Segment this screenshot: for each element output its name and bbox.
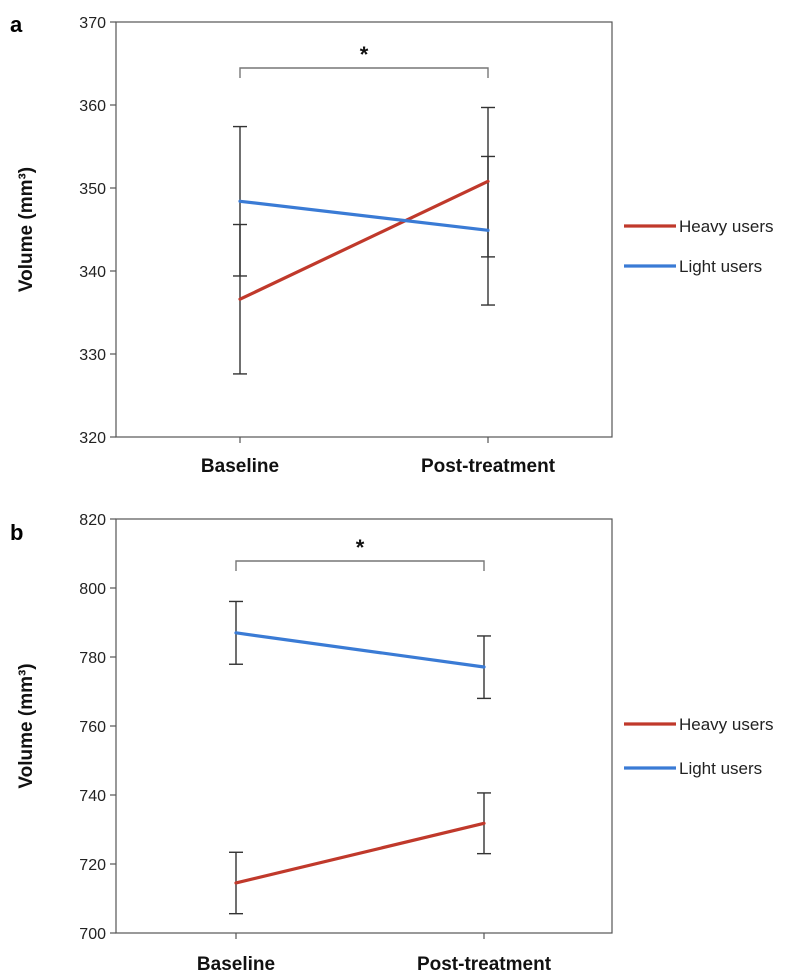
significance-marker: *	[356, 535, 365, 560]
y-tick-label: 780	[79, 650, 106, 667]
y-tick-label: 330	[79, 347, 106, 364]
y-tick-label: 720	[79, 857, 106, 874]
legend-label: Light users	[679, 257, 762, 276]
y-tick-label: 820	[79, 512, 106, 529]
legend-label: Heavy users	[679, 217, 773, 236]
significance-marker: *	[360, 42, 369, 67]
series-line	[238, 199, 490, 232]
x-category-label: Post-treatment	[421, 456, 556, 477]
legend-label: Heavy users	[679, 715, 773, 734]
significance-bracket	[239, 67, 489, 78]
x-category-label: Post-treatment	[417, 954, 552, 975]
panel-letter: b	[10, 520, 23, 545]
panel-letter: a	[10, 12, 23, 37]
y-tick-label: 340	[79, 264, 106, 281]
chart-panel-b: b 700 720 740 760 780 800 820 Baseline Post-treat…	[10, 512, 773, 975]
significance-bracket	[235, 560, 485, 571]
y-tick-label: 350	[79, 181, 106, 198]
series-line	[234, 821, 486, 885]
legend-label: Light users	[679, 759, 762, 778]
series-line	[234, 631, 486, 669]
chart-panel-a: a 320 330 340 350 360 370 Baseline Post-treatmen…	[10, 12, 773, 477]
y-tick-label: 740	[79, 788, 106, 805]
y-tick-label: 360	[79, 98, 106, 115]
y-tick-label: 320	[79, 430, 106, 447]
plot-frame	[115, 518, 613, 934]
y-tick-label: 800	[79, 581, 106, 598]
y-tick-label: 370	[79, 15, 106, 32]
y-tick-label: 760	[79, 719, 106, 736]
y-axis-title: Volume (mm³)	[16, 663, 37, 788]
y-axis-title: Volume (mm³)	[16, 167, 37, 292]
x-category-label: Baseline	[197, 954, 275, 975]
x-category-label: Baseline	[201, 456, 279, 477]
series-line	[238, 179, 490, 301]
plot-frame	[115, 21, 613, 438]
y-tick-label: 700	[79, 926, 106, 943]
